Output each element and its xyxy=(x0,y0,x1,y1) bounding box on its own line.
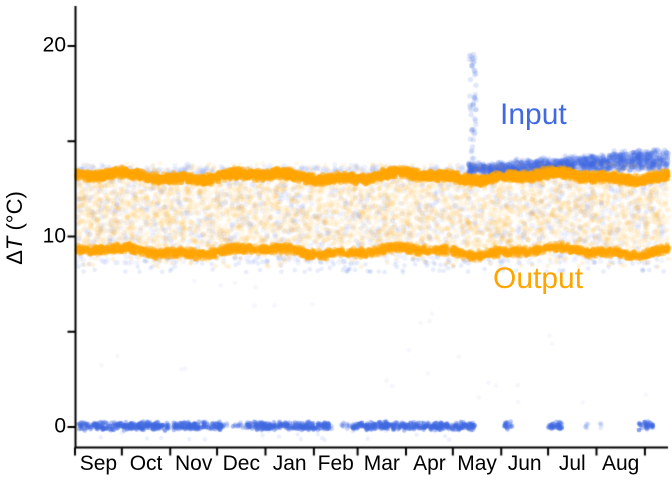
x-month-label: Feb xyxy=(317,452,354,475)
series-label-output: Output xyxy=(493,262,584,295)
x-month-label: May xyxy=(457,452,497,475)
y-tick-label: 10 xyxy=(42,224,66,248)
y-tick-label: 20 xyxy=(42,33,66,57)
x-month-label: Apr xyxy=(413,452,446,475)
y-axis-title-delta: Δ xyxy=(2,250,27,265)
x-month-label: Aug xyxy=(602,452,640,475)
x-month-label: Dec xyxy=(222,452,260,475)
x-month-label: Mar xyxy=(363,452,400,475)
x-month-label: Oct xyxy=(129,452,163,475)
y-tick-label: 0 xyxy=(54,414,66,438)
x-month-label: Jan xyxy=(272,452,307,475)
x-month-label: Sep xyxy=(79,452,118,475)
x-month-label: Jun xyxy=(507,452,542,475)
series-label-input: Input xyxy=(500,98,567,131)
x-month-label: Jul xyxy=(558,452,586,475)
x-month-label: Nov xyxy=(174,452,213,475)
